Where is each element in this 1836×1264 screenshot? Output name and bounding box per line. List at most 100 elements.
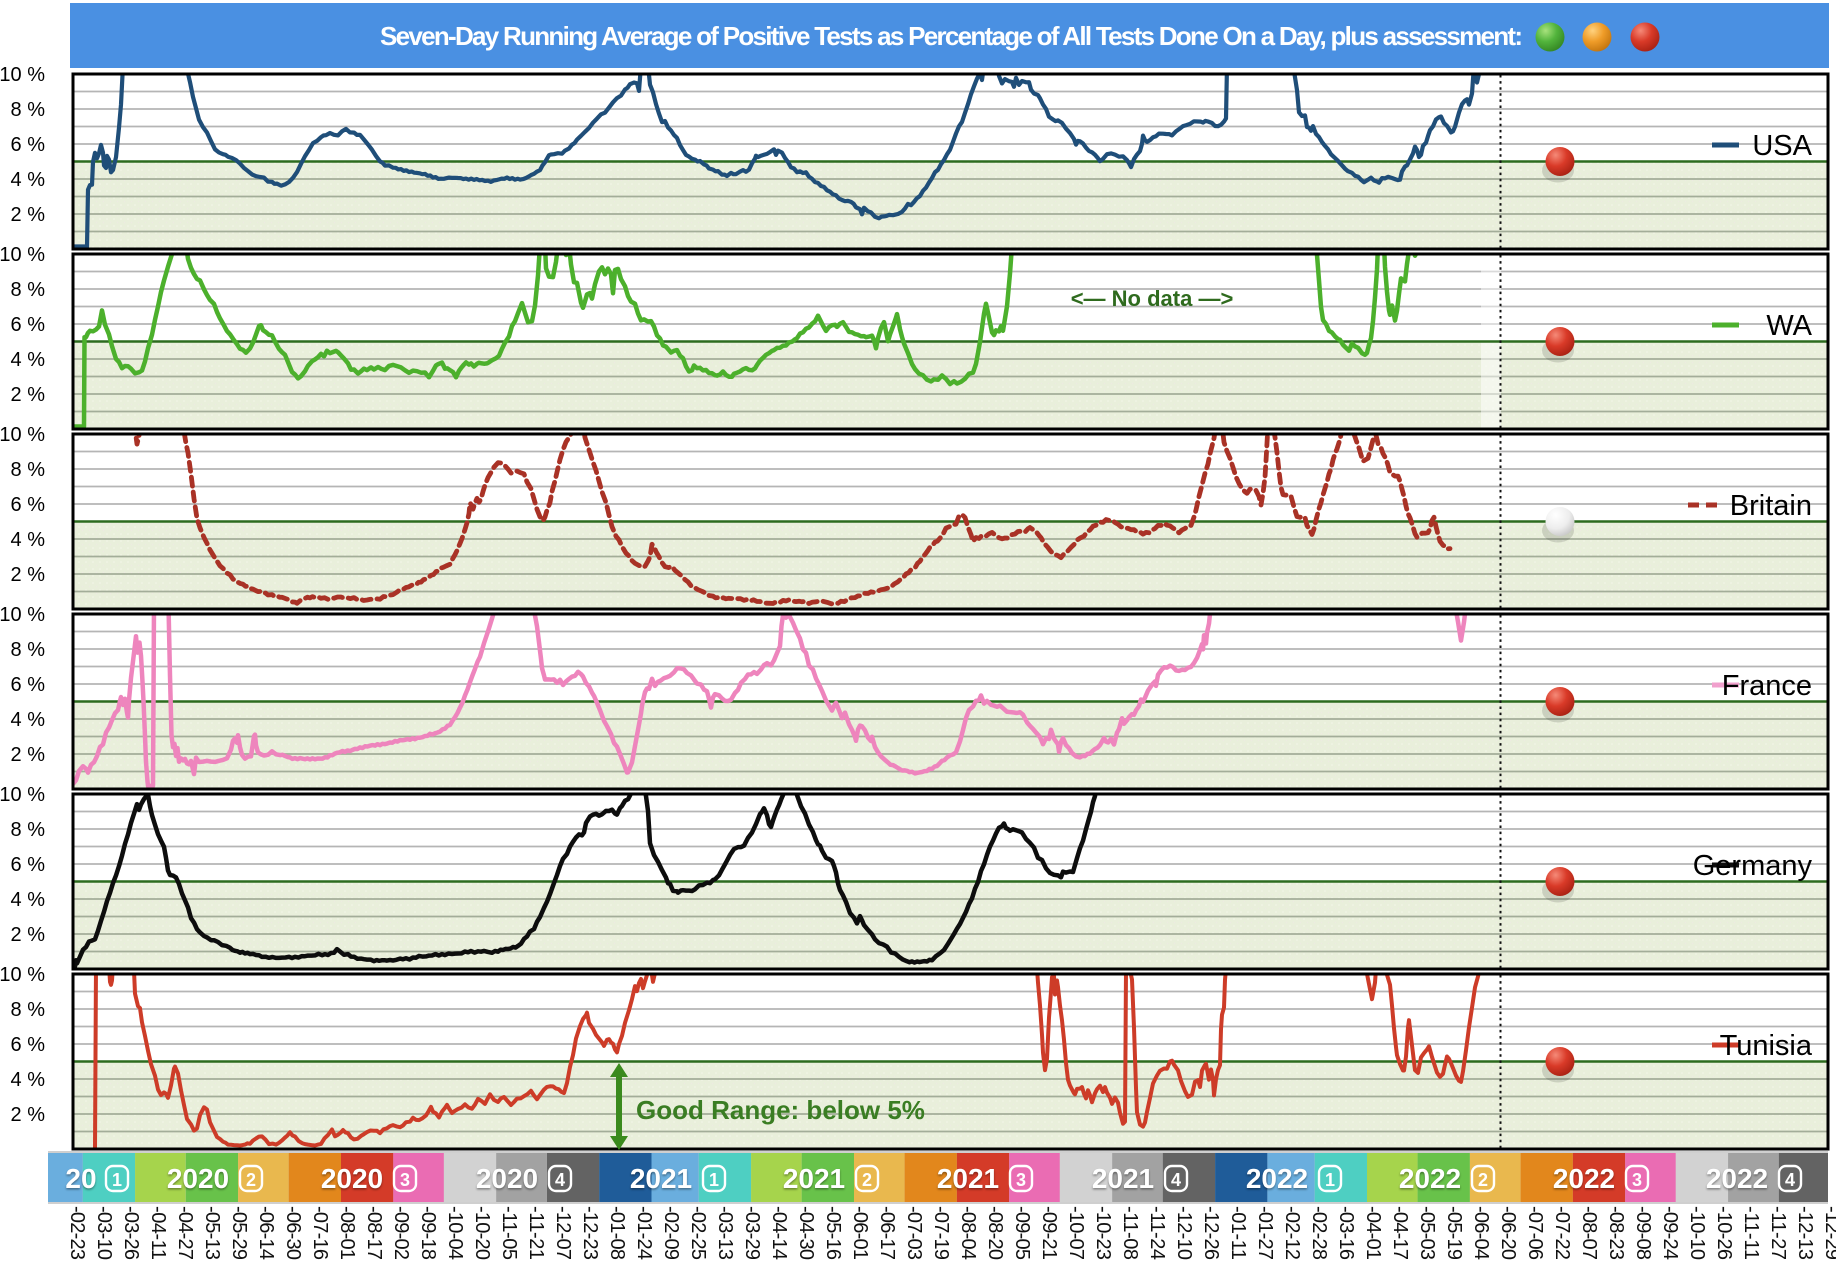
svg-text:Good Range: below 5%: Good Range: below 5% — [636, 1095, 925, 1125]
svg-text:2 %: 2 % — [11, 744, 46, 766]
svg-text:3: 3 — [1632, 1170, 1642, 1190]
svg-text:-06-04: -06-04 — [1470, 1206, 1492, 1260]
svg-text:-08-23: -08-23 — [1605, 1206, 1627, 1260]
svg-text:3: 3 — [1016, 1170, 1026, 1190]
svg-text:2022: 2022 — [1553, 1163, 1615, 1194]
svg-text:-02-25: -02-25 — [687, 1206, 709, 1260]
svg-text:10 %: 10 % — [0, 784, 45, 806]
svg-text:Seven-Day Running Average of P: Seven-Day Running Average of Positive Te… — [380, 21, 1523, 51]
svg-text:-05-16: -05-16 — [822, 1206, 844, 1260]
svg-text:4: 4 — [555, 1170, 565, 1190]
svg-text:-03-16: -03-16 — [1335, 1206, 1357, 1260]
svg-text:2022: 2022 — [1246, 1163, 1308, 1194]
svg-text:-01-11: -01-11 — [1227, 1206, 1249, 1260]
svg-text:-05-13: -05-13 — [201, 1206, 223, 1260]
svg-text:-07-03: -07-03 — [903, 1206, 925, 1260]
svg-text:-01-08: -01-08 — [606, 1206, 628, 1260]
svg-text:6 %: 6 % — [11, 1034, 46, 1056]
svg-text:10 %: 10 % — [0, 424, 45, 446]
svg-text:4 %: 4 % — [11, 169, 46, 191]
svg-text:-05-19: -05-19 — [1443, 1206, 1465, 1260]
svg-text:-04-11: -04-11 — [147, 1206, 169, 1260]
svg-text:-02-23: -02-23 — [66, 1206, 88, 1260]
svg-text:-10-07: -10-07 — [1065, 1206, 1087, 1260]
svg-text:4: 4 — [1785, 1170, 1795, 1190]
svg-text:2022: 2022 — [1399, 1163, 1461, 1194]
svg-text:Tunisia: Tunisia — [1720, 1030, 1813, 1062]
svg-text:-08-01: -08-01 — [336, 1206, 358, 1260]
svg-text:4 %: 4 % — [11, 709, 46, 731]
svg-text:WA: WA — [1766, 310, 1812, 342]
svg-text:-02-12: -02-12 — [1281, 1206, 1303, 1260]
svg-text:2: 2 — [1478, 1170, 1488, 1190]
svg-text:2: 2 — [862, 1170, 872, 1190]
svg-text:8 %: 8 % — [11, 279, 46, 301]
svg-text:-10-20: -10-20 — [471, 1206, 493, 1260]
svg-text:-04-30: -04-30 — [795, 1206, 817, 1260]
svg-text:2: 2 — [246, 1170, 256, 1190]
svg-text:-06-14: -06-14 — [255, 1206, 277, 1260]
svg-text:-11-08: -11-08 — [1119, 1206, 1141, 1260]
svg-text:4 %: 4 % — [11, 1069, 46, 1091]
svg-text:-05-29: -05-29 — [228, 1206, 250, 1260]
svg-text:-03-13: -03-13 — [714, 1206, 736, 1260]
svg-text:-09-02: -09-02 — [390, 1206, 412, 1260]
svg-text:10 %: 10 % — [0, 964, 45, 986]
svg-text:-08-07: -08-07 — [1578, 1206, 1600, 1260]
svg-text:Germany: Germany — [1693, 850, 1813, 882]
svg-text:-07-22: -07-22 — [1551, 1206, 1573, 1260]
svg-text:-07-06: -07-06 — [1524, 1206, 1546, 1260]
svg-text:-02-09: -02-09 — [660, 1206, 682, 1260]
svg-text:-08-04: -08-04 — [957, 1206, 979, 1260]
svg-text:-10-04: -10-04 — [444, 1206, 466, 1260]
svg-text:-11-05: -11-05 — [498, 1206, 520, 1260]
svg-text:-10-23: -10-23 — [1092, 1206, 1114, 1260]
svg-text:-09-08: -09-08 — [1632, 1206, 1654, 1260]
svg-text:8 %: 8 % — [11, 819, 46, 841]
svg-text:-02-28: -02-28 — [1308, 1206, 1330, 1260]
svg-text:1: 1 — [709, 1170, 719, 1190]
svg-text:6 %: 6 % — [11, 314, 46, 336]
svg-text:-09-21: -09-21 — [1038, 1206, 1060, 1260]
svg-text:-10-26: -10-26 — [1713, 1206, 1735, 1260]
svg-text:-03-29: -03-29 — [741, 1206, 763, 1260]
svg-text:4 %: 4 % — [11, 349, 46, 371]
svg-text:-06-17: -06-17 — [876, 1206, 898, 1260]
svg-text:USA: USA — [1752, 130, 1812, 162]
svg-text:2021: 2021 — [630, 1163, 692, 1194]
svg-text:2 %: 2 % — [11, 1104, 46, 1126]
svg-text:-12-29: -12-29 — [1821, 1206, 1836, 1260]
svg-text:Britain: Britain — [1730, 490, 1812, 522]
svg-text:<— No data —>: <— No data —> — [1071, 286, 1234, 311]
svg-text:2022: 2022 — [1706, 1163, 1768, 1194]
svg-text:8 %: 8 % — [11, 459, 46, 481]
svg-text:8 %: 8 % — [11, 999, 46, 1021]
svg-text:2020: 2020 — [476, 1163, 538, 1194]
svg-text:8 %: 8 % — [11, 99, 46, 121]
svg-text:-09-18: -09-18 — [417, 1206, 439, 1260]
svg-text:10 %: 10 % — [0, 64, 45, 86]
svg-text:10 %: 10 % — [0, 244, 45, 266]
svg-text:-06-01: -06-01 — [849, 1206, 871, 1260]
svg-text:-01-24: -01-24 — [633, 1206, 655, 1260]
svg-text:-09-24: -09-24 — [1659, 1206, 1681, 1260]
svg-text:2020: 2020 — [167, 1163, 229, 1194]
svg-text:-07-19: -07-19 — [930, 1206, 952, 1260]
svg-text:2 %: 2 % — [11, 564, 46, 586]
svg-text:1: 1 — [112, 1170, 122, 1190]
svg-text:-04-14: -04-14 — [768, 1206, 790, 1260]
svg-text:6 %: 6 % — [11, 134, 46, 156]
svg-text:-01-27: -01-27 — [1254, 1206, 1276, 1260]
svg-text:2021: 2021 — [1092, 1163, 1154, 1194]
svg-text:-11-21: -11-21 — [525, 1206, 547, 1260]
svg-text:4: 4 — [1171, 1170, 1181, 1190]
svg-text:8 %: 8 % — [11, 639, 46, 661]
svg-text:-11-27: -11-27 — [1767, 1206, 1789, 1260]
svg-text:-04-01: -04-01 — [1362, 1206, 1384, 1260]
svg-text:20: 20 — [65, 1163, 96, 1194]
svg-text:2021: 2021 — [937, 1163, 999, 1194]
svg-text:2021: 2021 — [783, 1163, 845, 1194]
svg-text:3: 3 — [400, 1170, 410, 1190]
svg-text:10 %: 10 % — [0, 604, 45, 626]
svg-text:2 %: 2 % — [11, 924, 46, 946]
